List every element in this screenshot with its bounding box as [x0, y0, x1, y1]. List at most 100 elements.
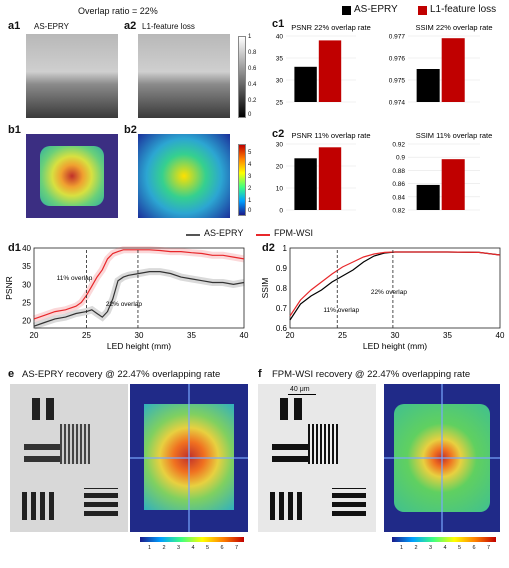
- legend-line-fpm: [256, 234, 270, 236]
- spectrum-colorbar-tick: 3: [248, 174, 252, 180]
- line-chart-ylabel: SSIM: [260, 278, 270, 299]
- spectrum-colorbar-tick: 1: [248, 198, 252, 204]
- line-chart-xtick: 25: [82, 331, 91, 340]
- panel-letter-c2: c2: [272, 128, 285, 140]
- legend-label-l1: L1-feature loss: [430, 4, 497, 15]
- bar-chart-ytick: 35: [276, 56, 284, 63]
- bar-l1-feature-loss: [318, 147, 342, 210]
- bar-charts-c: PSNR 22% overlap rate 25 30 35 40 SSIM 22% ov…: [276, 23, 493, 215]
- bar-chart-ytick: 0.974: [389, 100, 406, 107]
- legend-swatch-l1: [418, 6, 427, 15]
- line-chart-ytick: 0.8: [276, 284, 288, 293]
- spectrum-image-as-epry: [26, 134, 118, 218]
- panel-letter-b2: b2: [124, 124, 137, 136]
- bottom-colorbar-e: [140, 537, 244, 542]
- line-chart-xtick: 35: [187, 331, 196, 340]
- bar-chart-ytick: 30: [276, 142, 284, 149]
- bar-chart-title: SSIM 11% overlap rate: [416, 131, 493, 140]
- overlap-title: Overlap ratio = 22%: [78, 6, 158, 16]
- panel-letter-a2: a2: [124, 20, 137, 32]
- bottom-colorbar-tick: 6: [472, 545, 476, 551]
- panel-letter-e: e: [8, 368, 15, 380]
- line-chart-xtick: 25: [338, 331, 347, 340]
- bar-chart-ytick: 0.977: [389, 34, 406, 41]
- bottom-colorbar-tick: 2: [414, 545, 418, 551]
- bar-chart-ytick: 0.82: [392, 208, 405, 215]
- cameraman-image-l1: [138, 34, 230, 118]
- bar-chart-ytick: 0.84: [392, 194, 405, 201]
- panel-e-title: AS-EPRY recovery @ 22.47% overlapping ra…: [22, 369, 221, 380]
- line-chart-ytick: 0.9: [276, 264, 288, 273]
- line-chart-ytick: 1: [283, 244, 288, 253]
- line-chart-xtick: 40: [496, 331, 505, 340]
- line-chart-frame: [33, 247, 245, 329]
- bar-chart-ytick: 40: [276, 34, 284, 41]
- bar-chart-ytick: 30: [276, 78, 284, 85]
- overlap-annotation: 11% overlap: [323, 307, 359, 314]
- panel-letter-f: f: [258, 368, 262, 380]
- overlap-annotation: 22% overlap: [106, 301, 143, 308]
- scale-bar-label: 40 μm: [290, 386, 310, 393]
- line-series-fpm-wsi: [289, 251, 501, 317]
- panel-letter-d2: d2: [262, 242, 275, 254]
- line-chart-ytick: 25: [22, 299, 31, 308]
- spectrum-recovery-as-epry: [130, 384, 248, 532]
- line-series-as-epry: [289, 251, 501, 321]
- bar-as-epry: [294, 66, 317, 102]
- line-chart-ytick: 35: [22, 262, 31, 271]
- bottom-colorbar-tick: 5: [458, 545, 462, 551]
- bar-chart-ytick: 0.88: [392, 168, 405, 175]
- gray-colorbar-tick: 1: [248, 34, 252, 40]
- line-chart-ytick: 0.7: [276, 304, 288, 313]
- cameraman-image-as-epry: [26, 34, 118, 118]
- bottom-colorbar-tick: 7: [235, 545, 239, 551]
- line-chart-ytick: 0.6: [276, 324, 288, 333]
- spectrum-colorbar-tick: 0: [248, 208, 252, 214]
- bar-l1-feature-loss: [441, 159, 465, 210]
- bottom-colorbar-tick: 3: [177, 545, 181, 551]
- line-chart-ytick: 40: [22, 244, 31, 253]
- bar-chart-ytick: 0.976: [389, 56, 406, 63]
- gray-colorbar: [238, 36, 246, 118]
- bar-chart-ytick: 0.86: [392, 181, 405, 188]
- line-chart-xtick: 35: [443, 331, 452, 340]
- spectrum-colorbar-tick: 2: [248, 186, 252, 192]
- panel-letter-d1: d1: [8, 242, 21, 254]
- bottom-colorbar-tick: 3: [429, 545, 433, 551]
- legend-label-as-epry-d: AS-EPRY: [204, 228, 244, 238]
- panel-letter-a1: a1: [8, 20, 21, 32]
- usaf-target-as-epry: [10, 384, 128, 532]
- bar-as-epry: [294, 158, 317, 210]
- line-chart-ytick: 20: [22, 317, 31, 326]
- bar-chart-ytick: 10: [276, 186, 284, 193]
- line-series-as-epry: [33, 271, 245, 327]
- spectrum-colorbar-tick: 5: [248, 150, 252, 156]
- line-chart-xlabel: LED height (mm): [107, 341, 171, 351]
- gray-colorbar-tick: 0: [248, 112, 252, 118]
- bottom-colorbar-tick: 6: [220, 545, 224, 551]
- legend-swatch-as-epry: [342, 6, 351, 15]
- legend-label-as-epry: AS-EPRY: [354, 4, 398, 15]
- bar-chart-ytick: 0: [279, 208, 283, 215]
- bar-chart-ytick: 25: [276, 100, 284, 107]
- bottom-colorbar-tick: 1: [400, 545, 404, 551]
- gray-colorbar-tick: 0.4: [248, 82, 257, 88]
- panel-f-title: FPM-WSI recovery @ 22.47% overlapping ra…: [272, 369, 471, 380]
- panel-letter-b1: b1: [8, 124, 21, 136]
- line-chart-xtick: 20: [286, 331, 295, 340]
- line-chart-xtick: 30: [391, 331, 400, 340]
- bottom-colorbar-tick: 5: [206, 545, 210, 551]
- line-series-fpm-wsi: [33, 249, 245, 320]
- bar-as-epry: [416, 69, 440, 102]
- gray-colorbar-tick: 0.6: [248, 66, 257, 72]
- gray-colorbar-tick: 0.8: [248, 50, 257, 56]
- bar-chart-title: PSNR 11% overlap rate: [291, 131, 370, 140]
- overlap-annotation: 22% overlap: [371, 289, 408, 296]
- bottom-colorbar-tick: 4: [191, 545, 195, 551]
- line-chart-xtick: 40: [240, 331, 249, 340]
- spectrum-colorbar-tick: 4: [248, 162, 252, 168]
- gray-colorbar-tick: 0.2: [248, 98, 257, 104]
- panel-a2-title: L1-feature loss: [142, 22, 195, 31]
- panel-a1-title: AS-EPRY: [34, 22, 69, 31]
- bottom-colorbar-tick: 1: [148, 545, 152, 551]
